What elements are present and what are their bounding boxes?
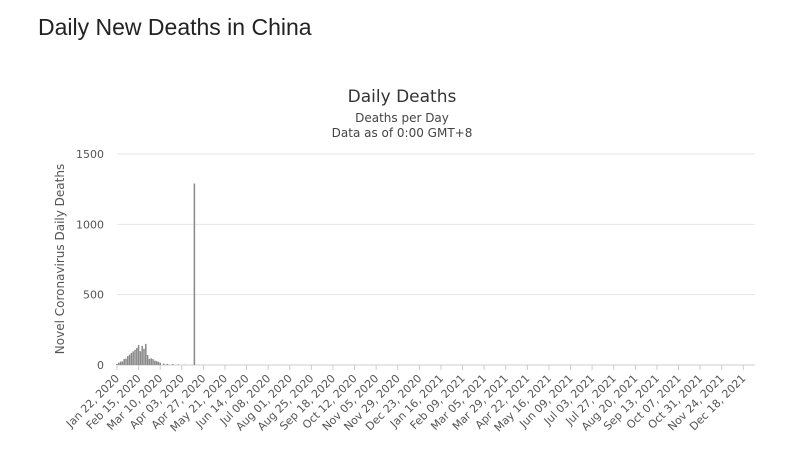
y-axis-label: Novel Coronavirus Daily Deaths: [53, 164, 67, 354]
bar: [155, 361, 158, 365]
bar: [154, 360, 156, 365]
page-title: Daily New Deaths in China: [38, 14, 312, 40]
chart-subtitle-line-2: Data as of 0:00 GMT+8: [332, 126, 473, 140]
bar: [141, 345, 143, 365]
y-tick-label: 500: [83, 289, 104, 302]
bar: [136, 347, 138, 365]
bars: [116, 183, 196, 365]
bar: [152, 359, 154, 365]
bar: [163, 363, 165, 365]
y-axis-ticks: 0 500 1000 1500: [76, 148, 104, 372]
bar: [130, 352, 133, 365]
bar: [118, 362, 120, 365]
bar: [123, 358, 125, 365]
bar: [127, 355, 129, 365]
bar: [150, 358, 152, 365]
bar: [121, 361, 124, 365]
bar: [157, 361, 160, 365]
bar: [143, 348, 145, 365]
bar: [139, 351, 142, 365]
bar: [134, 349, 136, 365]
gridlines: [117, 153, 755, 366]
bar: [132, 351, 134, 365]
bar: [193, 183, 196, 365]
bar: [116, 363, 118, 365]
bar: [137, 345, 140, 365]
bar: [166, 363, 169, 365]
chart-title: Daily Deaths: [348, 87, 457, 107]
bar: [145, 343, 147, 365]
chart-subtitle-line-1: Deaths per Day: [355, 111, 449, 125]
bar: [148, 358, 151, 365]
bar: [159, 362, 161, 365]
y-tick-label: 0: [97, 359, 104, 372]
y-tick-label: 1500: [76, 148, 104, 161]
y-tick-label: 1000: [76, 218, 104, 231]
bar: [128, 354, 131, 365]
bar: [125, 358, 127, 365]
bar: [172, 364, 174, 365]
bar: [119, 361, 122, 365]
bar: [146, 355, 149, 365]
